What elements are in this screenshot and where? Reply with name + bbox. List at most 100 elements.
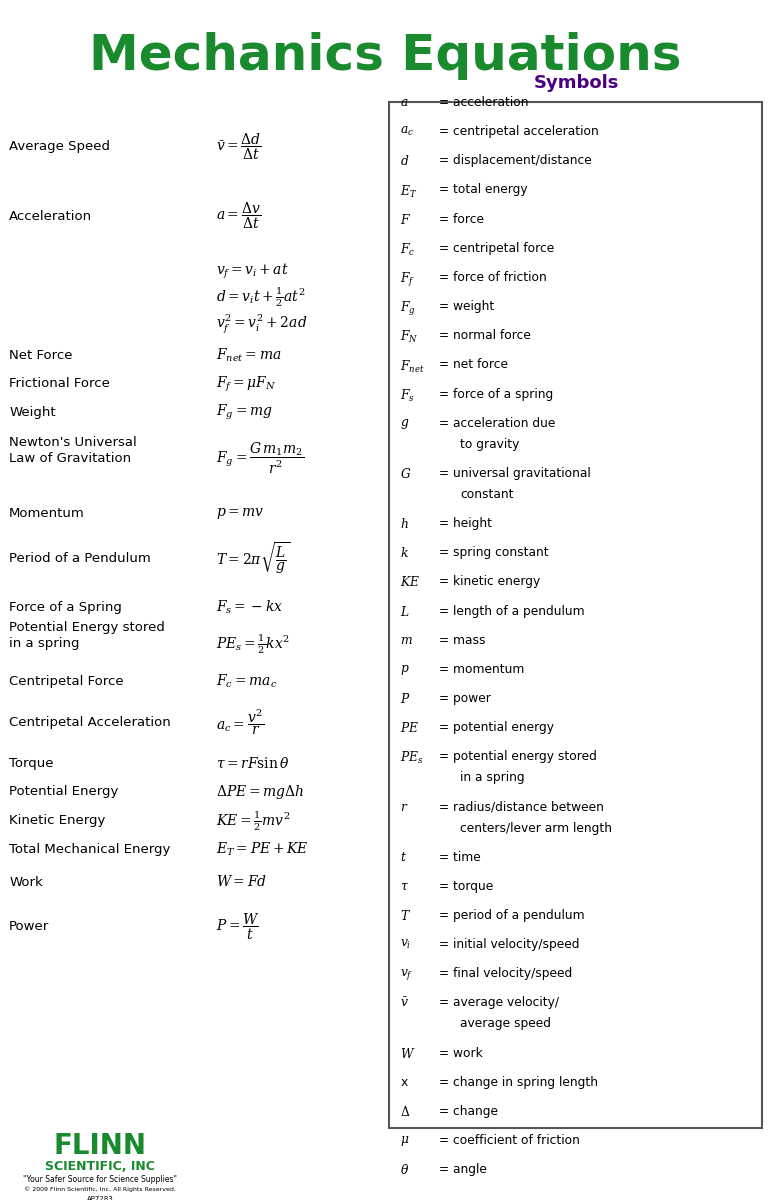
Text: Work: Work [9, 876, 43, 888]
Text: = total energy: = total energy [439, 184, 527, 197]
Text: constant: constant [460, 488, 514, 500]
Text: $F_g$: $F_g$ [400, 300, 416, 318]
Text: $\tau$: $\tau$ [400, 880, 410, 893]
Text: Potential Energy: Potential Energy [9, 786, 119, 798]
Text: $PE_s$: $PE_s$ [400, 750, 424, 767]
Text: SCIENTIFIC, INC: SCIENTIFIC, INC [45, 1160, 155, 1174]
Text: = average velocity/: = average velocity/ [439, 996, 559, 1009]
Text: $PE$: $PE$ [400, 721, 420, 736]
Text: $v_f = v_i + at$: $v_f = v_i + at$ [216, 262, 289, 281]
Text: Total Mechanical Energy: Total Mechanical Energy [9, 844, 171, 856]
Text: $a$: $a$ [400, 96, 409, 109]
Text: $p$: $p$ [400, 662, 410, 677]
Text: $m$: $m$ [400, 634, 413, 647]
Text: $h$: $h$ [400, 517, 409, 532]
Text: $F_{net} = ma$: $F_{net} = ma$ [216, 347, 281, 364]
Text: $W = Fd$: $W = Fd$ [216, 875, 266, 889]
Text: = final velocity/speed: = final velocity/speed [439, 967, 572, 980]
Text: average speed: average speed [460, 1018, 551, 1031]
Text: Average Speed: Average Speed [9, 140, 110, 152]
Text: = torque: = torque [439, 880, 493, 893]
Text: $F_{net}$: $F_{net}$ [400, 359, 425, 374]
Text: $\bar{v}$: $\bar{v}$ [400, 996, 409, 1009]
Text: FLINN: FLINN [54, 1132, 146, 1159]
Text: = radius/distance between: = radius/distance between [439, 800, 604, 814]
Text: Symbols: Symbols [534, 74, 618, 92]
Text: Net Force: Net Force [9, 349, 72, 361]
Text: $F_N$: $F_N$ [400, 329, 419, 346]
Text: Centripetal Acceleration: Centripetal Acceleration [9, 716, 171, 728]
Text: = weight: = weight [439, 300, 494, 313]
Text: $F_f = \mu F_N$: $F_f = \mu F_N$ [216, 374, 276, 394]
Text: $KE = \frac{1}{2}mv^2$: $KE = \frac{1}{2}mv^2$ [216, 809, 290, 833]
Text: $a_c = \dfrac{v^2}{r}$: $a_c = \dfrac{v^2}{r}$ [216, 708, 263, 737]
Text: Potential Energy stored
in a spring: Potential Energy stored in a spring [9, 622, 165, 650]
Text: $v_f^2 = v_i^2 + 2ad$: $v_f^2 = v_i^2 + 2ad$ [216, 312, 307, 336]
Text: = displacement/distance: = displacement/distance [439, 155, 591, 167]
Text: $v_i$: $v_i$ [400, 938, 412, 952]
Text: = universal gravitational: = universal gravitational [439, 467, 591, 480]
Text: = change: = change [439, 1105, 498, 1118]
Text: $d$: $d$ [400, 155, 410, 168]
Text: $F_c$: $F_c$ [400, 241, 416, 258]
Text: $P$: $P$ [400, 692, 411, 706]
Text: = time: = time [439, 851, 480, 864]
Text: $W$: $W$ [400, 1046, 416, 1061]
Text: Force of a Spring: Force of a Spring [9, 601, 122, 613]
Text: $P = \dfrac{W}{t}$: $P = \dfrac{W}{t}$ [216, 911, 259, 942]
Text: $F$: $F$ [400, 212, 411, 227]
Text: Frictional Force: Frictional Force [9, 378, 110, 390]
Text: = normal force: = normal force [439, 329, 531, 342]
Text: Momentum: Momentum [9, 508, 85, 520]
Text: $F_c = ma_c$: $F_c = ma_c$ [216, 673, 277, 690]
Text: $k$: $k$ [400, 546, 409, 560]
Text: to gravity: to gravity [460, 438, 520, 451]
Text: $g$: $g$ [400, 416, 410, 431]
Text: = length of a pendulum: = length of a pendulum [439, 605, 584, 618]
Text: AP7283: AP7283 [87, 1196, 113, 1200]
Text: Kinetic Energy: Kinetic Energy [9, 815, 105, 827]
Text: = centripetal acceleration: = centripetal acceleration [439, 125, 598, 138]
Text: = net force: = net force [439, 359, 508, 372]
Text: = force: = force [439, 212, 484, 226]
Text: = acceleration: = acceleration [439, 96, 528, 109]
Text: = coefficient of friction: = coefficient of friction [439, 1134, 580, 1147]
Text: Period of a Pendulum: Period of a Pendulum [9, 552, 151, 564]
Text: = potential energy stored: = potential energy stored [439, 750, 597, 763]
Text: $E_T = PE + KE$: $E_T = PE + KE$ [216, 841, 308, 858]
Text: $p = mv$: $p = mv$ [216, 506, 264, 521]
Text: $F_f$: $F_f$ [400, 271, 416, 289]
Text: $\tau = rF\sin\theta$: $\tau = rF\sin\theta$ [216, 756, 290, 770]
Text: $PE_s = \frac{1}{2}kx^2$: $PE_s = \frac{1}{2}kx^2$ [216, 632, 290, 656]
Text: $L$: $L$ [400, 605, 410, 618]
Text: = centripetal force: = centripetal force [439, 241, 554, 254]
Text: = change in spring length: = change in spring length [439, 1075, 598, 1088]
Text: $\mu$: $\mu$ [400, 1134, 410, 1148]
Text: $F_g = \dfrac{G\,m_1 m_2}{r^2}$: $F_g = \dfrac{G\,m_1 m_2}{r^2}$ [216, 440, 303, 476]
FancyBboxPatch shape [389, 102, 762, 1128]
Text: = mass: = mass [439, 634, 485, 647]
Text: $G$: $G$ [400, 467, 412, 481]
Text: = potential energy: = potential energy [439, 721, 554, 734]
Text: Acceleration: Acceleration [9, 210, 92, 222]
Text: $KE$: $KE$ [400, 575, 420, 589]
Text: Centripetal Force: Centripetal Force [9, 676, 124, 688]
Text: $F_g = mg$: $F_g = mg$ [216, 403, 273, 422]
Text: $\Delta$: $\Delta$ [400, 1105, 410, 1118]
Text: $\Delta PE = mg\Delta h$: $\Delta PE = mg\Delta h$ [216, 782, 303, 802]
Text: $T = 2\pi\sqrt{\dfrac{L}{g}}$: $T = 2\pi\sqrt{\dfrac{L}{g}}$ [216, 540, 290, 576]
Text: Power: Power [9, 920, 49, 932]
Text: = height: = height [439, 517, 492, 530]
Text: = momentum: = momentum [439, 662, 524, 676]
Text: $a = \dfrac{\Delta v}{\Delta t}$: $a = \dfrac{\Delta v}{\Delta t}$ [216, 200, 260, 232]
Text: = kinetic energy: = kinetic energy [439, 575, 540, 588]
Text: = work: = work [439, 1046, 483, 1060]
Text: Newton's Universal
Law of Gravitation: Newton's Universal Law of Gravitation [9, 436, 137, 464]
Text: "Your Safer Source for Science Supplies": "Your Safer Source for Science Supplies" [23, 1175, 177, 1183]
Text: $F_s$: $F_s$ [400, 388, 415, 403]
Text: Mechanics Equations: Mechanics Equations [89, 32, 681, 80]
Text: = initial velocity/speed: = initial velocity/speed [439, 938, 579, 952]
Text: $t$: $t$ [400, 851, 407, 864]
Text: $\theta$: $\theta$ [400, 1163, 410, 1177]
Text: = period of a pendulum: = period of a pendulum [439, 908, 584, 922]
